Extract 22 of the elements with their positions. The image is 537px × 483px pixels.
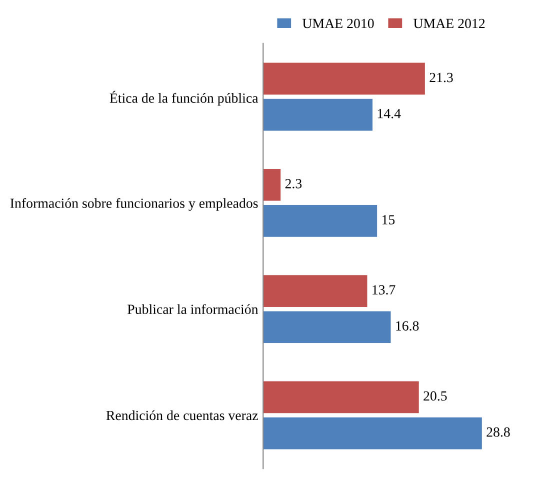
data-label: 20.5 xyxy=(424,391,447,401)
data-label: 15 xyxy=(382,215,395,224)
data-label: 2.3 xyxy=(285,179,302,188)
y-tick-label: Información sobre funcionarios y empleados xyxy=(10,198,258,211)
bar xyxy=(263,62,425,95)
legend-label: UMAE 2010 xyxy=(302,18,374,28)
legend-label: UMAE 2012 xyxy=(414,18,485,28)
bar xyxy=(263,98,373,131)
data-label: 16.8 xyxy=(396,321,419,331)
bar xyxy=(263,205,378,237)
bar xyxy=(263,168,281,201)
bar xyxy=(263,275,368,307)
data-label: 21.3 xyxy=(430,72,453,82)
data-label: 14.4 xyxy=(378,108,401,118)
bar xyxy=(263,417,482,450)
data-label: 28.8 xyxy=(486,427,510,437)
data-label: 13.7 xyxy=(372,285,396,295)
y-tick-label: Rendición de cuentas veraz xyxy=(106,410,258,420)
bar xyxy=(263,381,419,414)
bar xyxy=(263,311,391,344)
y-tick-label: Publicar la información xyxy=(128,304,258,314)
y-tick-label: Ética de la función pública xyxy=(110,90,258,106)
